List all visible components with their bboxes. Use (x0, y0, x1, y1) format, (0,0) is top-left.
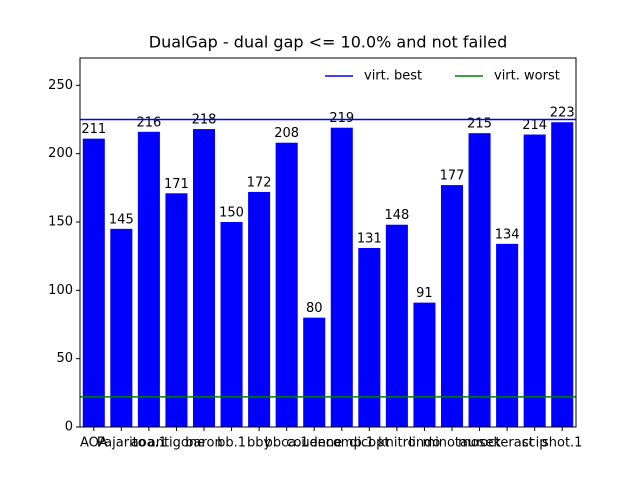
x-tick-label: bb.1 (217, 436, 246, 451)
bar (413, 302, 436, 427)
data-label: 172 (247, 175, 272, 190)
plot-frame (79, 57, 577, 428)
data-label: 134 (495, 227, 520, 242)
data-label: 216 (136, 115, 161, 130)
bar (248, 191, 271, 427)
x-tick-label: octeract (480, 436, 534, 451)
bar (165, 193, 188, 427)
x-tick-label: shot.1 (542, 436, 582, 451)
bar (358, 247, 381, 427)
data-label: 219 (329, 111, 354, 126)
data-label: 171 (164, 177, 189, 192)
data-label: 211 (81, 122, 106, 137)
bar (385, 224, 408, 427)
x-tick-label: baron (185, 436, 222, 451)
bar (220, 222, 243, 427)
bar (192, 129, 216, 428)
x-tick-label: lindo (409, 436, 441, 451)
y-tick-label: 200 (48, 146, 73, 161)
y-tick-label: 250 (48, 78, 73, 93)
x-tick-label: dicopt (349, 436, 389, 451)
x-tick-label: scip (522, 436, 548, 451)
bar (468, 133, 491, 427)
bar (496, 243, 519, 427)
x-tick-label: bby (247, 436, 272, 451)
bar (82, 138, 105, 427)
chart-title: DualGap - dual gap <= 10.0% and not fail… (149, 33, 507, 52)
legend-label: virt. worst (494, 69, 560, 84)
data-label: 208 (274, 126, 299, 141)
x-tick-label: couenne (286, 436, 342, 451)
data-label: 91 (416, 286, 433, 301)
data-label: 80 (306, 301, 323, 316)
x-tick-label: aoa.1 (131, 436, 167, 451)
bar (137, 131, 160, 428)
y-tick-label: 0 (65, 420, 73, 435)
bar (275, 142, 298, 427)
bar (440, 185, 464, 427)
y-tick-label: 150 (48, 215, 73, 230)
y-tick-label: 50 (56, 351, 73, 366)
x-tick-label: knitro (378, 436, 416, 451)
bar (551, 122, 574, 427)
bar (110, 228, 133, 427)
x-tick-label: decomp.1 (309, 436, 374, 451)
x-tick-label: AOA (80, 436, 108, 451)
x-tick-label: bbca.1 (265, 436, 309, 451)
x-tick-label: minotaur (422, 436, 482, 451)
data-label: 215 (467, 117, 492, 132)
x-tick-label: antigone (148, 436, 205, 451)
data-label: 150 (219, 206, 244, 221)
data-label: 177 (440, 169, 465, 184)
bar (523, 134, 546, 428)
data-label: 145 (109, 212, 134, 227)
y-tick-label: 100 (48, 283, 73, 298)
x-tick-label: Pajarito (97, 436, 146, 451)
data-label: 148 (384, 208, 409, 223)
data-label: 214 (522, 118, 547, 133)
data-label: 223 (550, 106, 575, 121)
legend-label: virt. best (364, 69, 422, 84)
x-tick-label: mosek (458, 436, 501, 451)
bar (303, 317, 326, 427)
data-label: 131 (357, 231, 382, 246)
bar (330, 127, 353, 427)
